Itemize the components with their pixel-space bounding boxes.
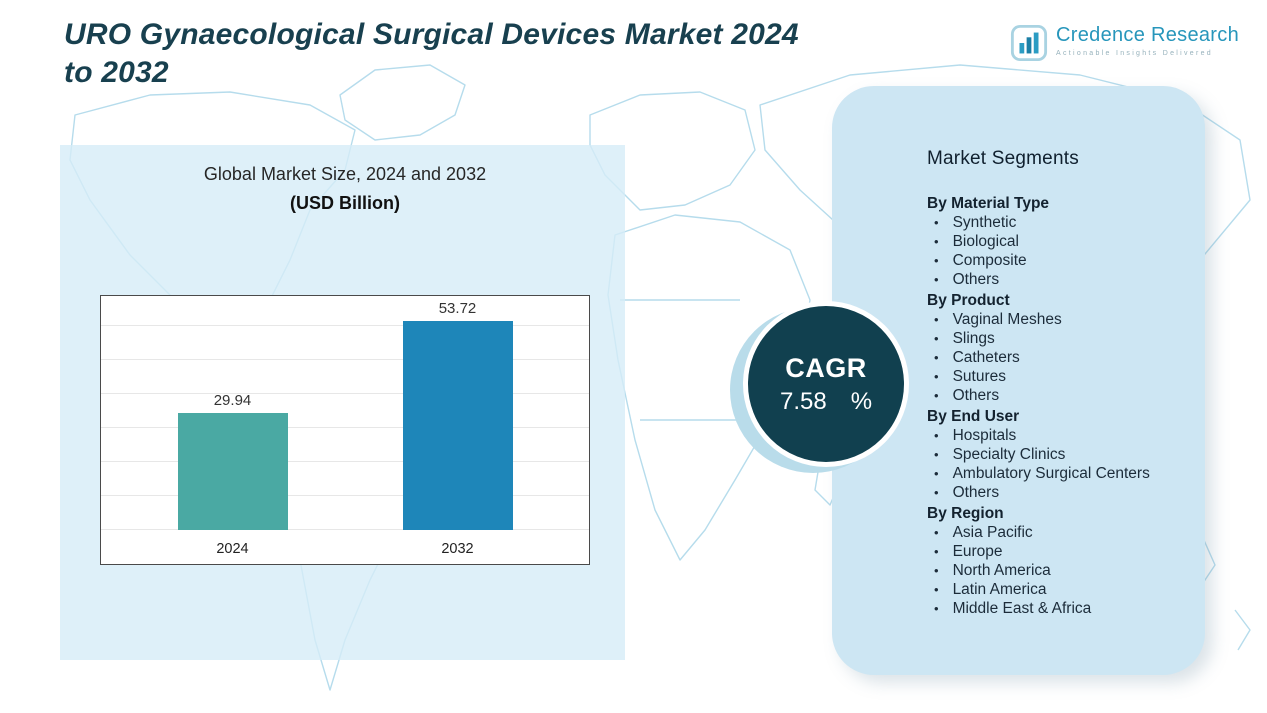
segment-item-label: North America xyxy=(952,562,1051,579)
segment-item: • North America xyxy=(927,561,1187,580)
cagr-label: CAGR xyxy=(785,352,867,383)
bullet-icon: • xyxy=(934,272,939,287)
segment-item-label: Ambulatory Surgical Centers xyxy=(952,465,1150,482)
bullet-icon: • xyxy=(934,428,939,443)
bullet-icon: • xyxy=(934,582,939,597)
chart-title: Global Market Size, 2024 and 2032 xyxy=(203,164,487,184)
bullet-icon: • xyxy=(934,525,939,540)
bullet-icon: • xyxy=(934,253,939,268)
segment-item: • Others xyxy=(927,483,1187,502)
segment-item: • Latin America xyxy=(927,580,1187,599)
bar-2032 xyxy=(402,320,513,530)
segment-item: • Sutures xyxy=(927,367,1187,386)
segment-group-heading: By Product xyxy=(927,292,1010,309)
segment-item: • Vaginal Meshes xyxy=(927,310,1187,329)
bullet-icon: • xyxy=(934,563,939,578)
bullet-icon: • xyxy=(934,312,939,327)
bullet-icon: • xyxy=(934,234,939,249)
segment-item-label: Catheters xyxy=(952,349,1020,366)
bar-column-2024: 29.94 xyxy=(177,296,288,530)
segment-item: • Others xyxy=(927,270,1187,289)
segments-groups: By Material Type • Synthetic • Biological • Co… xyxy=(927,194,1187,618)
bullet-icon: • xyxy=(934,544,939,559)
segment-item-label: Others xyxy=(952,484,1000,501)
credence-research-logo: Credence Research Actionable Insights De… xyxy=(1010,24,1239,62)
bar-value-label: 53.72 xyxy=(438,299,477,317)
segment-item: • Synthetic xyxy=(927,213,1187,232)
bar-chart-logo-icon xyxy=(1010,24,1048,62)
page-title-line2: to 2032 xyxy=(64,56,169,90)
logo-text: Credence Research Actionable Insights De… xyxy=(1056,24,1239,57)
segment-item-label: Others xyxy=(952,387,1000,404)
page-title: URO Gynaecological Surgical Devices Mark… xyxy=(64,16,799,93)
segment-item-label: Others xyxy=(952,271,1000,288)
bullet-icon: • xyxy=(934,369,939,384)
segment-item-label: Biological xyxy=(952,233,1019,250)
segment-item-label: Slings xyxy=(952,330,995,347)
segment-item-label: Specialty Clinics xyxy=(952,446,1066,463)
bar-value-label: 29.94 xyxy=(213,392,252,410)
cagr-value: 7.58 xyxy=(779,387,827,415)
segment-item-label: Composite xyxy=(952,252,1027,269)
logo-name: Credence Research xyxy=(1056,24,1239,46)
segment-item: • Biological xyxy=(927,232,1187,251)
x-axis-label: 2032 xyxy=(441,541,474,557)
segment-item: • Others xyxy=(927,386,1187,405)
segment-item: • Specialty Clinics xyxy=(927,445,1187,464)
bar-2024 xyxy=(177,413,288,530)
segment-item-label: Hospitals xyxy=(952,427,1017,444)
segment-item-label: Europe xyxy=(952,543,1003,560)
bar-chart: 29.94 53.72 2024 2032 xyxy=(100,295,590,565)
segment-item-label: Vaginal Meshes xyxy=(952,311,1062,328)
cagr-value-row: 7.58 % xyxy=(780,388,872,416)
bullet-icon: • xyxy=(934,447,939,462)
segments-title: Market Segments xyxy=(927,148,1079,169)
bar-column-2032: 53.72 xyxy=(402,296,513,530)
segment-item: • Ambulatory Surgical Centers xyxy=(927,464,1187,483)
segment-group-heading: By End User xyxy=(927,408,1020,425)
segment-item-label: Asia Pacific xyxy=(952,524,1033,541)
bullet-icon: • xyxy=(934,601,939,616)
segment-item: • Europe xyxy=(927,542,1187,561)
segment-item: • Hospitals xyxy=(927,426,1187,445)
segment-item: • Composite xyxy=(927,251,1187,270)
bullet-icon: • xyxy=(934,485,939,500)
chart-header: Global Market Size, 2024 and 2032 (USD B… xyxy=(100,160,590,218)
segment-item: • Asia Pacific xyxy=(927,523,1187,542)
x-axis-labels: 2024 2032 xyxy=(101,541,589,557)
bullet-icon: • xyxy=(934,215,939,230)
x-axis-label: 2024 xyxy=(216,541,249,557)
segment-group-heading: By Region xyxy=(927,505,1004,522)
cagr-unit: % xyxy=(850,387,873,415)
segment-item-label: Middle East & Africa xyxy=(952,600,1092,617)
logo-tagline: Actionable Insights Delivered xyxy=(1056,50,1213,57)
segment-item-label: Synthetic xyxy=(952,214,1017,231)
chart-subtitle: (USD Billion) xyxy=(290,192,400,213)
bullet-icon: • xyxy=(934,350,939,365)
segment-item: • Catheters xyxy=(927,348,1187,367)
cagr-badge: CAGR 7.58 % xyxy=(743,301,909,467)
segment-item-label: Sutures xyxy=(952,368,1006,385)
plot-area: 29.94 53.72 xyxy=(101,296,589,530)
segment-item: • Slings xyxy=(927,329,1187,348)
segment-item-label: Latin America xyxy=(952,581,1047,598)
bullet-icon: • xyxy=(934,466,939,481)
segment-group-heading: By Material Type xyxy=(927,195,1050,212)
bullet-icon: • xyxy=(934,388,939,403)
page-title-line1: URO Gynaecological Surgical Devices Mark… xyxy=(64,18,799,51)
segment-item: • Middle East & Africa xyxy=(927,599,1187,618)
bullet-icon: • xyxy=(934,331,939,346)
